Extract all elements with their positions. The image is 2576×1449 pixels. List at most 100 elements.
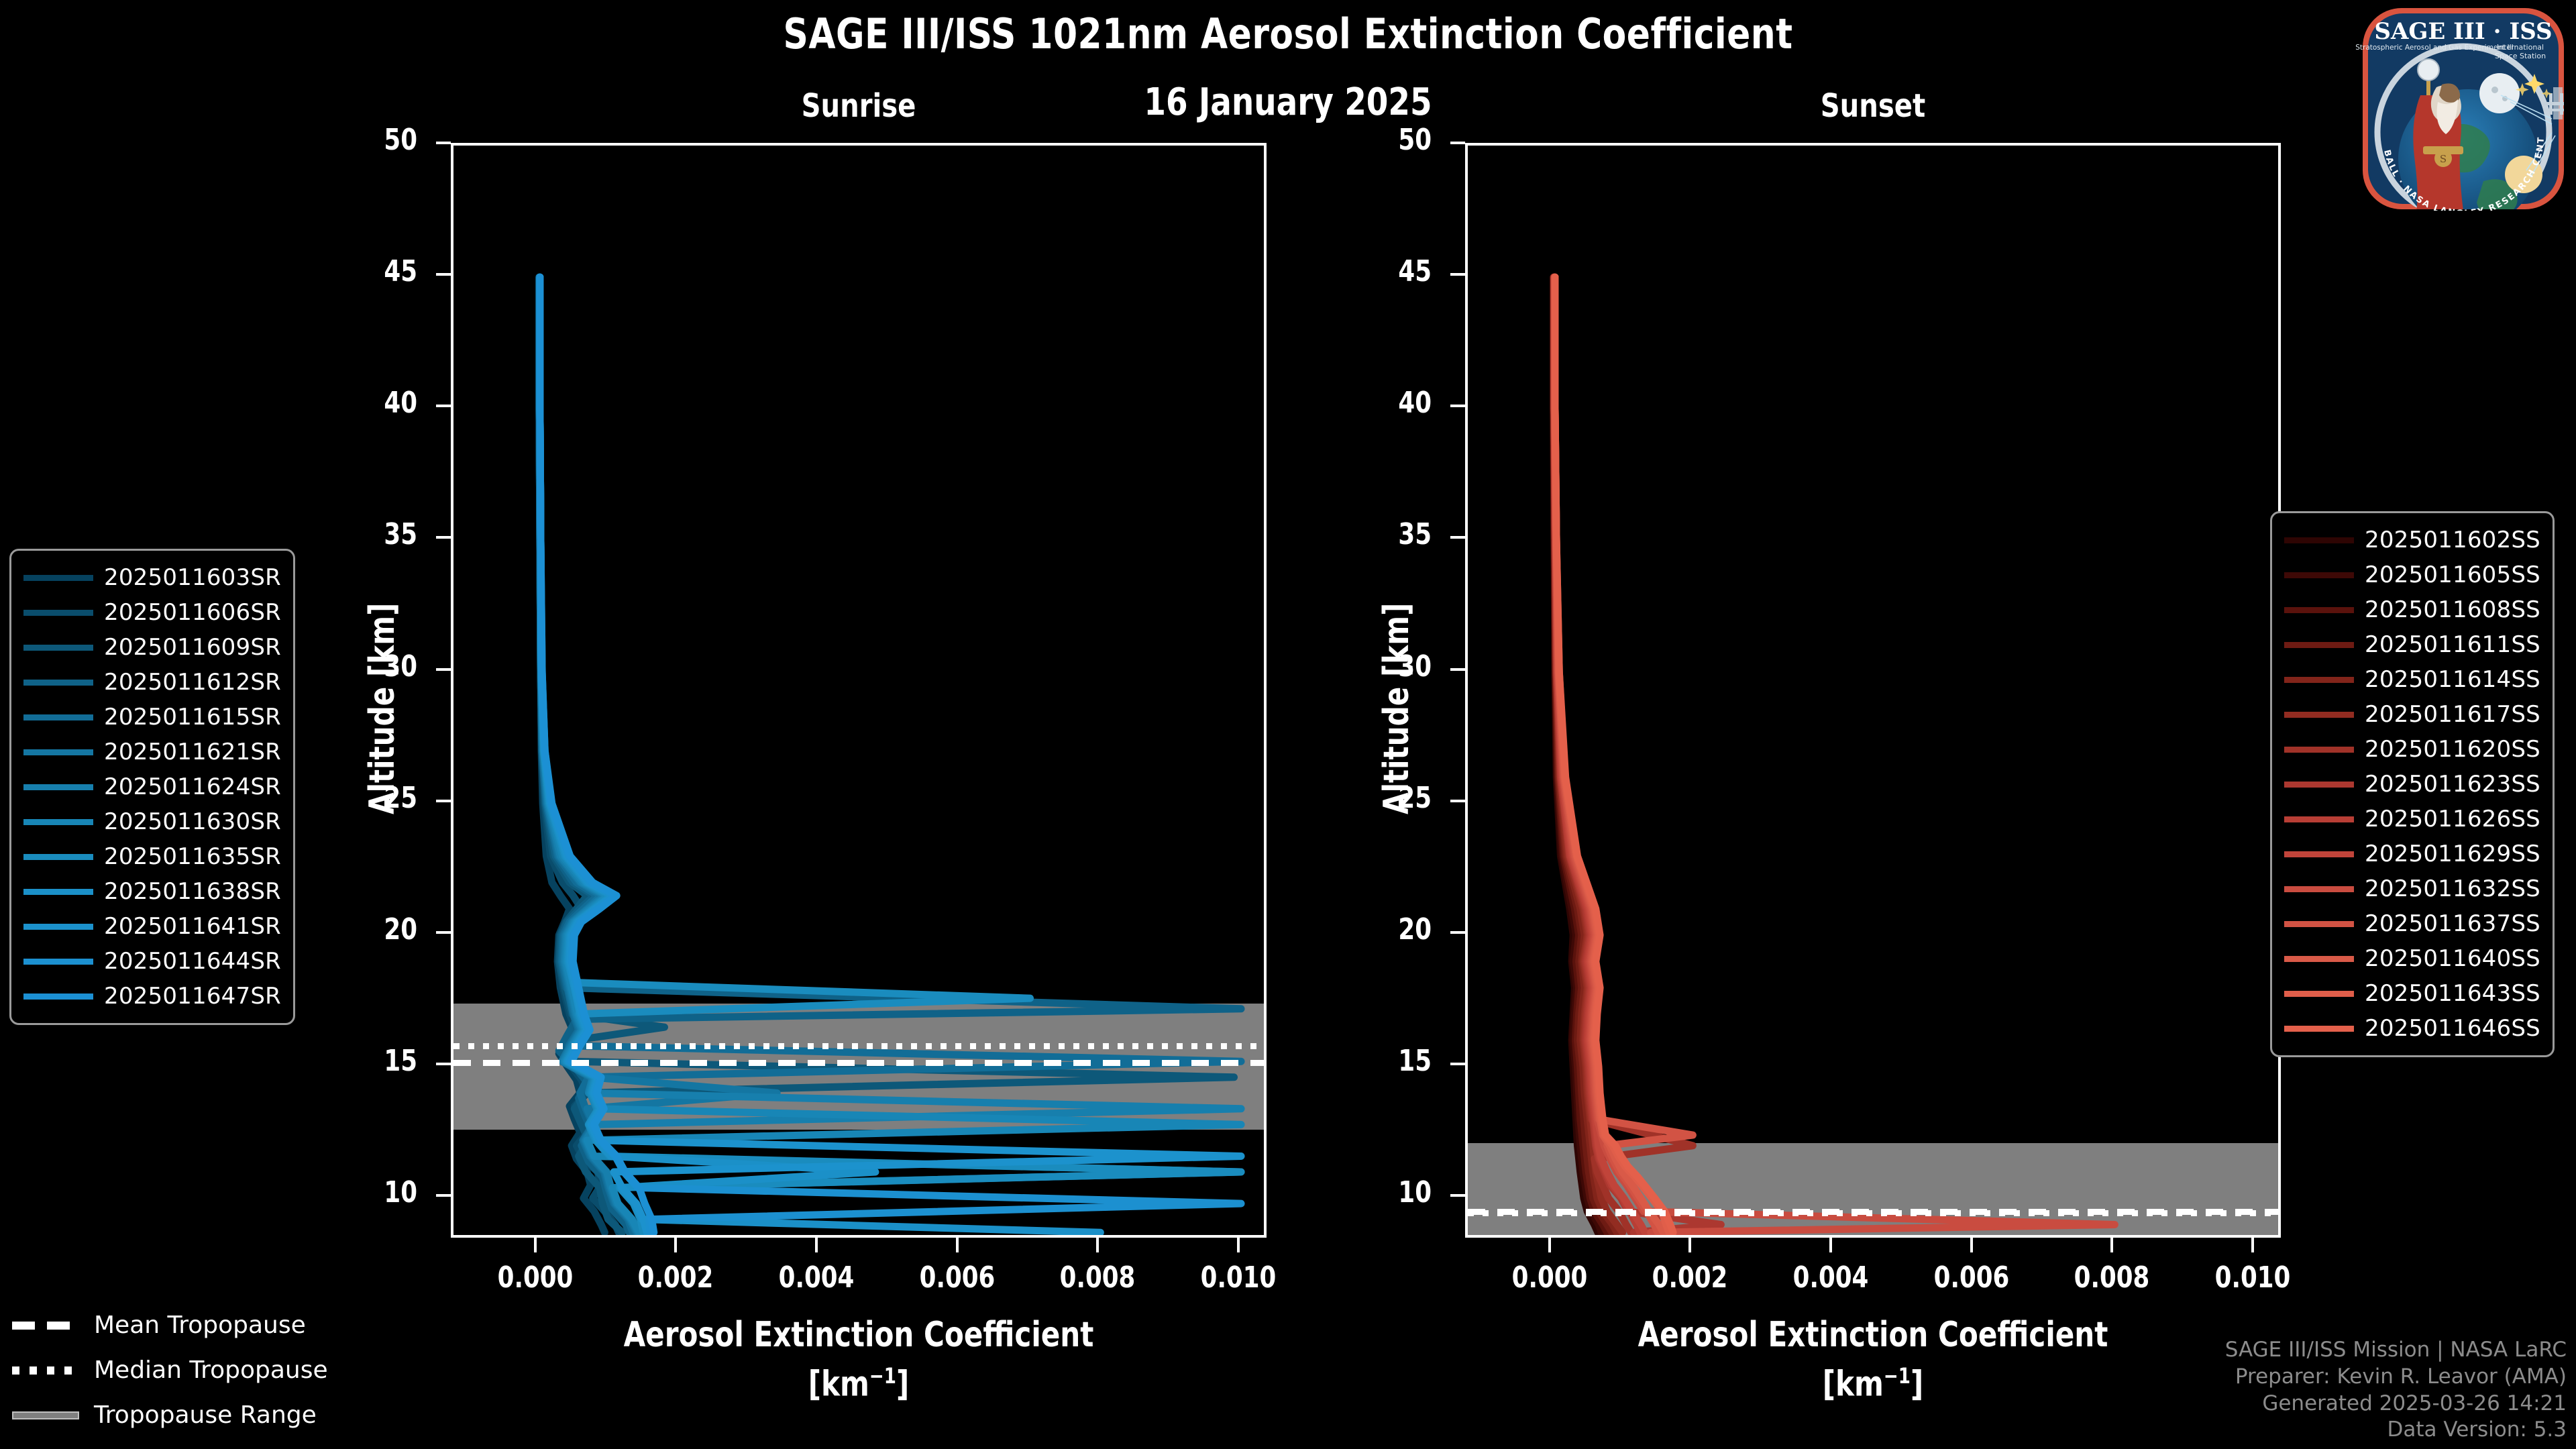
legend-item[interactable]: 2025011624SR — [23, 769, 281, 804]
legend-item-mean-tropopause: Mean Tropopause — [12, 1311, 328, 1339]
legend-item-median-tropopause: Median Tropopause — [12, 1356, 328, 1384]
x-axis-tick-label: 0.004 — [778, 1260, 855, 1295]
x-axis-tick — [1829, 1238, 1833, 1252]
legend-item[interactable]: 2025011629SS — [2284, 837, 2540, 871]
legend-item[interactable]: 2025011635SR — [23, 839, 281, 874]
sage-iii-iss-mission-patch-logo: S SAGE III · ISS Stratospheric Aerosol a… — [2347, 0, 2572, 219]
legend-color-swatch — [2284, 885, 2354, 892]
legend-color-swatch — [2284, 746, 2354, 753]
y-axis-tick — [436, 273, 451, 276]
legend-item[interactable]: 2025011603SR — [23, 560, 281, 595]
x-axis-tick-label: 0.010 — [1200, 1260, 1277, 1295]
legend-item[interactable]: 2025011608SS — [2284, 592, 2540, 627]
legend-item[interactable]: 2025011640SS — [2284, 941, 2540, 976]
legend-item[interactable]: 2025011615SR — [23, 700, 281, 735]
legend-label: 2025011621SR — [104, 739, 281, 765]
x-axis-tick-label: 0.002 — [1652, 1260, 1728, 1295]
x-axis-tick — [2110, 1238, 2114, 1252]
y-axis-tick — [436, 930, 451, 934]
legend-item[interactable]: 2025011638SR — [23, 874, 281, 909]
legend-item[interactable]: 2025011611SS — [2284, 627, 2540, 662]
unit-prefix: [km — [1822, 1364, 1884, 1405]
y-axis-tick-label: 35 — [1398, 517, 1432, 552]
legend-item[interactable]: 2025011632SS — [2284, 871, 2540, 906]
sunset-legend: 2025011602SS 2025011605SS 2025011608SS 2025… — [2270, 511, 2555, 1057]
legend-label: 2025011638SR — [104, 878, 281, 905]
legend-color-swatch — [23, 958, 93, 965]
y-axis-tick-label: 45 — [1398, 254, 1432, 289]
y-axis-tick — [1450, 1063, 1465, 1066]
legend-label: 2025011611SS — [2365, 631, 2540, 658]
y-axis-tick — [436, 667, 451, 671]
y-axis-tick-label: 10 — [384, 1175, 417, 1210]
y-axis-tick-label: 15 — [384, 1044, 417, 1079]
y-axis-tick-label: 40 — [384, 386, 417, 421]
median-tropopause-line-icon — [12, 1366, 79, 1375]
legend-item[interactable]: 2025011646SS — [2284, 1011, 2540, 1046]
page-title: SAGE III/ISS 1021nm Aerosol Extinction C… — [783, 9, 1793, 58]
legend-label: 2025011615SR — [104, 704, 281, 731]
legend-item[interactable]: 2025011606SR — [23, 595, 281, 630]
y-axis-tick-label: 35 — [384, 517, 417, 552]
date-title: 16 January 2025 — [1144, 80, 1432, 124]
x-axis-tick — [955, 1238, 959, 1252]
profile-curves — [1550, 273, 2118, 1235]
legend-item[interactable]: 2025011602SS — [2284, 523, 2540, 557]
sunrise-y-axis-title: Altitude [km] — [362, 602, 402, 814]
legend-item[interactable]: 2025011620SS — [2284, 732, 2540, 767]
legend-item[interactable]: 2025011643SS — [2284, 976, 2540, 1011]
svg-text:Stratospheric Aerosol and Gas: Stratospheric Aerosol and Gas Experiment… — [2355, 44, 2514, 52]
legend-color-swatch — [23, 993, 93, 1000]
x-axis-tick — [1970, 1238, 1973, 1252]
legend-item[interactable]: 2025011644SR — [23, 944, 281, 979]
sunrise-legend: 2025011603SR 2025011606SR 2025011609SR 2025… — [9, 549, 295, 1025]
legend-label: 2025011646SS — [2365, 1015, 2540, 1042]
x-axis-tick-label: 0.006 — [1933, 1260, 2010, 1295]
y-axis-tick-label: 50 — [384, 123, 417, 157]
legend-item[interactable]: 2025011617SS — [2284, 697, 2540, 732]
legend-item[interactable]: 2025011623SS — [2284, 767, 2540, 802]
sunrise-x-axis-title: Aerosol Extinction Coefficient — [623, 1315, 1094, 1355]
legend-item[interactable]: 2025011612SR — [23, 665, 281, 700]
credits-line-mission: SAGE III/ISS Mission | NASA LaRC — [2224, 1338, 2567, 1362]
legend-label: Mean Tropopause — [94, 1311, 306, 1339]
legend-item[interactable]: 2025011626SS — [2284, 802, 2540, 837]
legend-item[interactable]: 2025011647SR — [23, 979, 281, 1014]
legend-color-swatch — [2284, 920, 2354, 927]
x-axis-tick-label: 0.000 — [497, 1260, 574, 1295]
legend-item[interactable]: 2025011641SR — [23, 909, 281, 944]
sunrise-plot-area — [451, 143, 1267, 1238]
legend-label: 2025011632SS — [2365, 875, 2540, 902]
unit-exponent: −1 — [1883, 1363, 1911, 1389]
x-axis-tick — [1096, 1238, 1099, 1252]
y-axis-tick — [436, 799, 451, 802]
legend-item[interactable]: 2025011614SS — [2284, 662, 2540, 697]
sunset-x-axis-unit: [km−1] — [1506, 1363, 2240, 1404]
legend-color-swatch — [2284, 606, 2354, 613]
unit-prefix: [km — [808, 1364, 869, 1405]
legend-color-swatch — [23, 784, 93, 790]
legend-label: 2025011608SS — [2365, 596, 2540, 623]
x-axis-tick-label: 0.000 — [1511, 1260, 1588, 1295]
legend-color-swatch — [2284, 641, 2354, 648]
legend-item[interactable]: 2025011621SR — [23, 735, 281, 769]
legend-label: 2025011617SS — [2365, 701, 2540, 728]
sunset-y-axis-title: Altitude [km] — [1377, 602, 1417, 814]
legend-color-swatch — [23, 644, 93, 651]
legend-item[interactable]: 2025011605SS — [2284, 557, 2540, 592]
legend-label: 2025011623SS — [2365, 771, 2540, 798]
mean-tropopause-line — [453, 1060, 1264, 1067]
legend-color-swatch — [23, 679, 93, 686]
legend-label: 2025011612SR — [104, 669, 281, 696]
legend-item[interactable]: 2025011609SR — [23, 630, 281, 665]
legend-item[interactable]: 2025011637SS — [2284, 906, 2540, 941]
y-axis-tick — [1450, 667, 1465, 671]
legend-label: 2025011624SR — [104, 773, 281, 800]
sunrise-panel-title: Sunrise — [801, 87, 916, 125]
x-axis-tick-label: 0.010 — [2214, 1260, 2291, 1295]
legend-item[interactable]: 2025011630SR — [23, 804, 281, 839]
y-axis-tick — [1450, 536, 1465, 539]
legend-color-swatch — [23, 714, 93, 720]
legend-label: 2025011603SR — [104, 564, 281, 591]
legend-label: 2025011606SR — [104, 599, 281, 626]
